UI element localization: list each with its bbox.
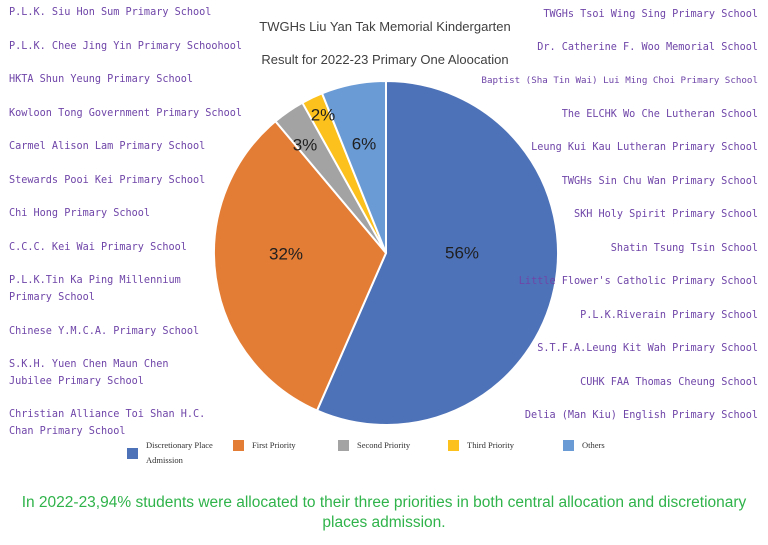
pie-data-label-discretionary-place-admission: 56%	[445, 243, 479, 262]
legend-label-second: Second Priority	[357, 440, 411, 450]
legend-swatch-others	[563, 440, 574, 451]
right-school-5: Leung Kui Kau Lutheran Primary School	[531, 142, 758, 153]
right-school-13: Delia (Man Kiu) English Primary School	[524, 410, 758, 421]
right-school-1: TWGHs Tsoi Wing Sing Primary School	[543, 9, 758, 20]
legend-swatch-discretionary	[127, 447, 138, 459]
right-school-2: Dr. Catherine F. Woo Memorial School	[537, 42, 758, 53]
legend-item-third: Third Priority	[448, 438, 514, 453]
left-school-10: Chinese Y.M.C.A. Primary School	[9, 326, 200, 337]
right-school-6: TWGHs Sin Chu Wan Primary School	[561, 176, 758, 187]
legend-label-third: Third Priority	[467, 440, 514, 450]
left-school-5: Carmel Alison Lam Primary School	[9, 141, 206, 152]
left-school-4: Kowloon Tong Government Primary School	[9, 108, 243, 119]
legend-item-second: Second Priority	[338, 438, 410, 453]
pie-data-label-others: 6%	[352, 134, 377, 153]
right-school-11: S.T.F.A.Leung Kit Wah Primary School	[537, 343, 758, 354]
pie-data-label-first-priority: 32%	[269, 244, 303, 263]
legend-item-discretionary: Discretionary Place Admission	[127, 438, 226, 468]
left-school-2: P.L.K. Chee Jing Yin Primary Schoohool	[9, 41, 243, 52]
left-school-8: C.C.C. Kei Wai Primary School	[9, 242, 187, 253]
legend-swatch-first	[233, 440, 244, 451]
footer-note: In 2022-23,94% students were allocated t…	[21, 494, 747, 531]
left-school-1: P.L.K. Siu Hon Sum Primary School	[9, 7, 212, 18]
right-school-9: Little Flower's Catholic Primary School	[518, 276, 758, 287]
right-school-12: CUHK FAA Thomas Cheung School	[580, 377, 758, 388]
legend-label-discretionary: Discretionary Place Admission	[146, 440, 213, 465]
left-school-12: Christian Alliance Toi Shan H.C. Chan Pr…	[9, 409, 206, 437]
left-school-11: S.K.H. Yuen Chen Maun Chen Jubilee Prima…	[9, 359, 169, 387]
pie-data-label-second-priority: 3%	[293, 135, 318, 154]
right-school-7: SKH Holy Spirit Primary School	[573, 209, 758, 220]
left-school-7: Chi Hong Primary School	[9, 208, 151, 219]
legend-swatch-third	[448, 440, 459, 451]
pie-slice-discretionary-place-admission	[315, 79, 559, 426]
right-school-8: Shatin Tsung Tsin School	[610, 243, 758, 254]
pie-slice-others	[320, 79, 387, 254]
pie-slice-first-priority	[213, 119, 388, 412]
left-school-3: HKTA Shun Yeung Primary School	[9, 74, 194, 85]
legend-swatch-second	[338, 440, 349, 451]
right-school-10: P.L.K.Riverain Primary School	[580, 310, 758, 321]
right-school-4: The ELCHK Wo Che Lutheran School	[561, 109, 758, 120]
legend-label-first: First Priority	[252, 440, 296, 450]
legend-item-others: Others	[563, 438, 605, 453]
chart-title: TWGHs Liu Yan Tak Memorial Kindergarten	[259, 19, 511, 34]
legend-item-first: First Priority	[233, 438, 296, 453]
pie-data-label-third-priority: 2%	[311, 105, 336, 124]
left-school-9: P.L.K.Tin Ka Ping Millennium Primary Sch…	[9, 275, 181, 303]
legend-label-others: Others	[582, 440, 605, 450]
left-school-6: Stewards Pooi Kei Primary School	[9, 175, 206, 186]
right-school-3: Baptist (Sha Tin Wai) Lui Ming Choi Prim…	[481, 75, 758, 86]
chart-subtitle: Result for 2022-23 Primary One Aloocatio…	[261, 52, 509, 67]
